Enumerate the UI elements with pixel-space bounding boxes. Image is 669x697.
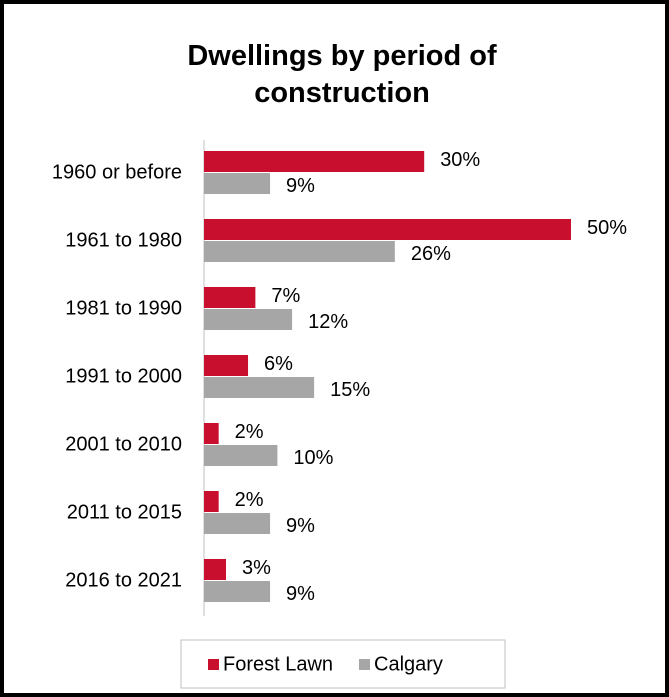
value-label: 2% <box>235 421 264 443</box>
bar <box>204 377 315 398</box>
value-label: 50% <box>587 217 627 239</box>
value-label: 9% <box>286 175 315 197</box>
category-label: 2011 to 2015 <box>67 501 182 523</box>
value-label: 9% <box>286 515 315 537</box>
bar <box>204 287 256 308</box>
category-label: 2001 to 2010 <box>65 433 182 455</box>
bar <box>204 559 227 580</box>
bar <box>204 581 271 602</box>
value-label: 15% <box>330 379 370 401</box>
bar <box>204 219 571 240</box>
bar <box>204 309 293 330</box>
value-label: 9% <box>286 583 315 605</box>
bar <box>204 151 425 172</box>
legend-label: Calgary <box>374 653 443 675</box>
bar <box>204 355 249 376</box>
value-label: 7% <box>271 285 300 307</box>
legend-label: Forest Lawn <box>223 653 333 675</box>
value-label: 10% <box>293 447 333 469</box>
bar <box>204 445 278 466</box>
category-label: 1960 or before <box>52 161 182 183</box>
value-label: 2% <box>235 489 264 511</box>
value-label: 12% <box>308 311 348 333</box>
bar <box>204 513 271 534</box>
value-label: 6% <box>264 353 293 375</box>
value-label: 26% <box>411 243 451 265</box>
value-label: 3% <box>242 557 271 579</box>
category-label: 1991 to 2000 <box>65 365 182 387</box>
legend-swatch <box>359 659 370 670</box>
bar <box>204 491 219 512</box>
category-label: 1961 to 1980 <box>65 229 182 251</box>
category-label: 2016 to 2021 <box>65 569 182 591</box>
bar <box>204 423 219 444</box>
legend-swatch <box>208 659 219 670</box>
legend-box <box>180 639 506 689</box>
bar <box>204 241 395 262</box>
bar <box>204 173 271 194</box>
category-label: 1981 to 1990 <box>65 297 182 319</box>
chart-title: Dwellings by period of construction <box>187 40 497 109</box>
value-label: 30% <box>440 149 480 171</box>
